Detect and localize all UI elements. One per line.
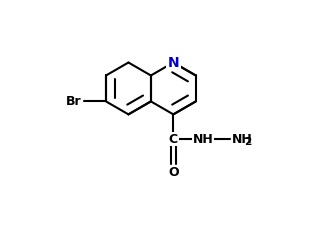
Text: O: O: [168, 166, 179, 179]
Text: NH: NH: [193, 133, 214, 146]
Text: NH: NH: [232, 133, 252, 146]
Text: C: C: [169, 133, 178, 146]
Text: 2: 2: [244, 137, 251, 147]
Text: N: N: [167, 55, 179, 70]
Text: Br: Br: [66, 95, 82, 108]
